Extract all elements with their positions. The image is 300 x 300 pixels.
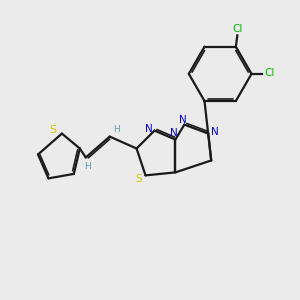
Text: S: S: [136, 174, 142, 184]
Text: N: N: [145, 124, 153, 134]
Text: Cl: Cl: [232, 24, 242, 34]
Text: Cl: Cl: [265, 68, 275, 78]
Text: H: H: [84, 162, 91, 171]
Text: S: S: [50, 125, 56, 135]
Text: H: H: [113, 125, 120, 134]
Text: N: N: [179, 115, 187, 125]
Text: N: N: [170, 128, 178, 138]
Text: N: N: [211, 127, 219, 137]
